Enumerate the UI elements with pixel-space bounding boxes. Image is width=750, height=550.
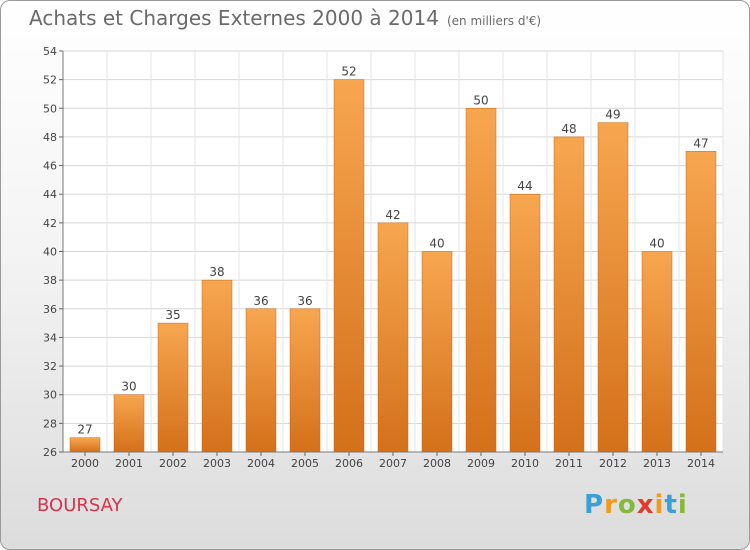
proxiti-logo[interactable]: Proxiti [584, 490, 688, 520]
logo-letter: i [654, 490, 665, 520]
bar [641, 251, 673, 453]
bar-value-label: 35 [165, 308, 180, 322]
y-tick-label: 52 [43, 74, 57, 87]
bar-value-label: 38 [209, 265, 224, 279]
bar-value-label: 42 [385, 208, 400, 222]
bars: 27 30 35 38 36 36 52 42 40 50 44 48 49 40 47 [69, 65, 717, 453]
bar [597, 122, 629, 453]
y-tick-label: 54 [43, 45, 57, 58]
x-tick-label: 2012 [599, 457, 627, 470]
logo-letter: x [636, 490, 655, 520]
bar-value-label: 36 [297, 294, 312, 308]
x-tick-label: 2004 [247, 457, 275, 470]
x-tick-label: 2001 [115, 457, 143, 470]
y-tick-label: 38 [43, 274, 57, 287]
y-tick-label: 50 [43, 102, 57, 115]
y-tick-label: 36 [43, 303, 57, 316]
x-tick-label: 2013 [643, 457, 671, 470]
y-tick-label: 44 [43, 188, 57, 201]
bar-value-label: 27 [77, 423, 92, 437]
bar-value-label: 40 [429, 237, 444, 251]
chart-title: Achats et Charges Externes 2000 à 2014 [29, 6, 439, 30]
x-tick-label: 2002 [159, 457, 187, 470]
logo-letter: o [617, 490, 637, 520]
y-tick-label: 28 [43, 417, 57, 430]
bar-value-label: 44 [517, 179, 532, 193]
bar-value-label: 47 [693, 136, 708, 150]
x-tick-label: 2003 [203, 457, 231, 470]
bar [333, 79, 365, 453]
y-tick-label: 42 [43, 217, 57, 230]
axes: 26 28 30 32 34 36 38 40 42 44 46 48 50 52 54 2000 2001 20… [43, 45, 723, 470]
bar-value-label: 50 [473, 93, 488, 107]
logo-letter: r [604, 490, 618, 520]
chart-subtitle: (en milliers d'€) [446, 14, 542, 28]
bar [685, 151, 717, 453]
x-tick-label: 2006 [335, 457, 363, 470]
bar [113, 394, 145, 453]
chart-title-block: Achats et Charges Externes 2000 à 2014 (e… [29, 6, 541, 30]
logo-letter: i [677, 490, 688, 520]
location-label: BOURSAY [37, 495, 123, 516]
y-tick-label: 48 [43, 131, 57, 144]
bar [69, 437, 101, 453]
y-tick-label: 30 [43, 389, 57, 402]
bar [553, 136, 585, 453]
bar [201, 279, 233, 453]
y-tick-label: 40 [43, 246, 57, 259]
x-tick-label: 2014 [687, 457, 715, 470]
x-tick-label: 2007 [379, 457, 407, 470]
y-tick-label: 26 [43, 446, 57, 459]
x-tick-label: 2011 [555, 457, 583, 470]
bar-value-label: 30 [121, 380, 136, 394]
bar-value-label: 36 [253, 294, 268, 308]
x-tick-label: 2008 [423, 457, 451, 470]
bar [421, 251, 453, 453]
bar-value-label: 40 [649, 237, 664, 251]
bar-value-label: 48 [561, 122, 576, 136]
x-tick-label: 2005 [291, 457, 319, 470]
bar-value-label: 52 [341, 65, 356, 79]
x-tick-label: 2009 [467, 457, 495, 470]
y-tick-label: 34 [43, 331, 57, 344]
x-tick-label: 2000 [71, 457, 99, 470]
bar-value-label: 49 [605, 108, 620, 122]
x-tick-label: 2010 [511, 457, 539, 470]
bar [465, 108, 497, 453]
logo-letter: P [584, 490, 605, 520]
bar [157, 322, 189, 453]
y-tick-label: 32 [43, 360, 57, 373]
y-tick-label: 46 [43, 160, 57, 173]
logo-letter: t [664, 490, 678, 520]
bar [289, 308, 321, 453]
bar [245, 308, 277, 453]
bar [509, 193, 541, 453]
bar [377, 222, 409, 453]
